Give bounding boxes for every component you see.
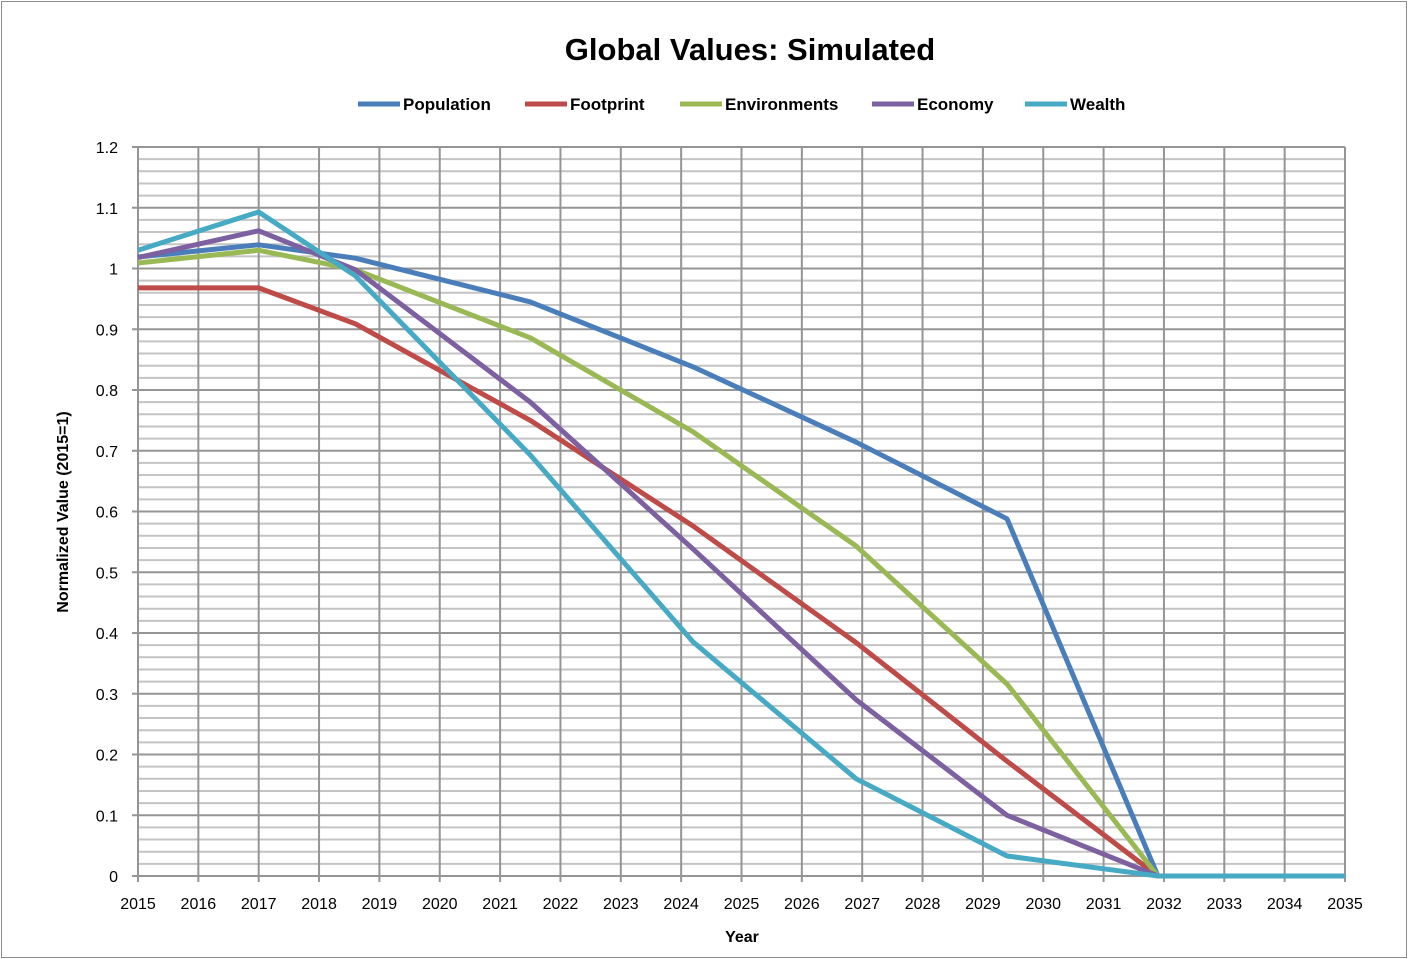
y-axis-ticks: 0 0.1 0.2 0.3 0.4 0.5 0.6 0.7 0.8 0.9 1 1.1 1.2: [96, 140, 118, 886]
series-line-population: [137, 242, 1345, 879]
y-tick-label: 0.3: [96, 687, 118, 704]
y-tick-label: 0.7: [96, 444, 118, 461]
y-axis-label: Normalized Value (2015=1): [55, 411, 72, 612]
y-tick-label: 1.2: [96, 140, 118, 157]
legend-label: Footprint: [570, 95, 645, 114]
x-tick-label: 2030: [1025, 896, 1061, 913]
chart-title: Global Values: Simulated: [565, 32, 935, 67]
x-tick-label: 2031: [1086, 896, 1122, 913]
grid: [132, 146, 1346, 882]
y-tick-label: 0.5: [96, 565, 118, 582]
x-tick-label: 2022: [543, 896, 579, 913]
y-tick-label: 1: [109, 262, 118, 279]
legend-item-economy: Economy: [872, 95, 994, 114]
x-tick-label: 2016: [181, 896, 217, 913]
legend-item-population: Population: [358, 95, 491, 114]
legend-item-footprint: Footprint: [525, 95, 645, 114]
series-line-environments: [137, 247, 1345, 879]
y-tick-label: 0.9: [96, 322, 118, 339]
x-tick-label: 2017: [241, 896, 277, 913]
y-tick-label: 0.2: [96, 748, 118, 765]
legend-label: Economy: [917, 95, 994, 114]
series-line-wealth: [137, 209, 1345, 879]
series-lines: [137, 209, 1345, 879]
legend-label: Environments: [725, 95, 838, 114]
series-line-footprint: [138, 285, 1345, 879]
legend-item-environments: Environments: [680, 95, 838, 114]
y-tick-label: 1.1: [96, 201, 118, 218]
x-tick-label: 2023: [603, 896, 639, 913]
x-tick-label: 2029: [965, 896, 1001, 913]
x-tick-label: 2018: [301, 896, 337, 913]
x-tick-label: 2034: [1267, 896, 1303, 913]
x-tick-label: 2026: [784, 896, 820, 913]
x-tick-label: 2033: [1207, 896, 1243, 913]
x-tick-label: 2019: [362, 896, 398, 913]
x-tick-label: 2032: [1146, 896, 1182, 913]
x-tick-label: 2020: [422, 896, 458, 913]
y-tick-label: 0.6: [96, 505, 118, 522]
x-tick-label: 2015: [120, 896, 156, 913]
x-tick-label: 2025: [724, 896, 760, 913]
x-tick-label: 2024: [663, 896, 699, 913]
x-tick-label: 2021: [482, 896, 518, 913]
x-tick-label: 2027: [844, 896, 880, 913]
series-line-economy: [137, 228, 1345, 879]
x-tick-label: 2035: [1327, 896, 1363, 913]
legend-label: Population: [403, 95, 491, 114]
legend: Population Footprint Environments Economy We…: [358, 95, 1125, 114]
x-axis-ticks: 2015 2016 2017 2018 2019 2020 2021 2022 2023 2024…: [120, 896, 1363, 913]
y-tick-label: 0.8: [96, 383, 118, 400]
y-tick-label: 0: [109, 869, 118, 886]
x-axis-label: Year: [725, 929, 759, 946]
y-tick-label: 0.4: [96, 626, 118, 643]
y-tick-label: 0.1: [96, 808, 118, 825]
x-tick-label: 2028: [905, 896, 941, 913]
legend-item-wealth: Wealth: [1025, 95, 1125, 114]
legend-label: Wealth: [1070, 95, 1125, 114]
